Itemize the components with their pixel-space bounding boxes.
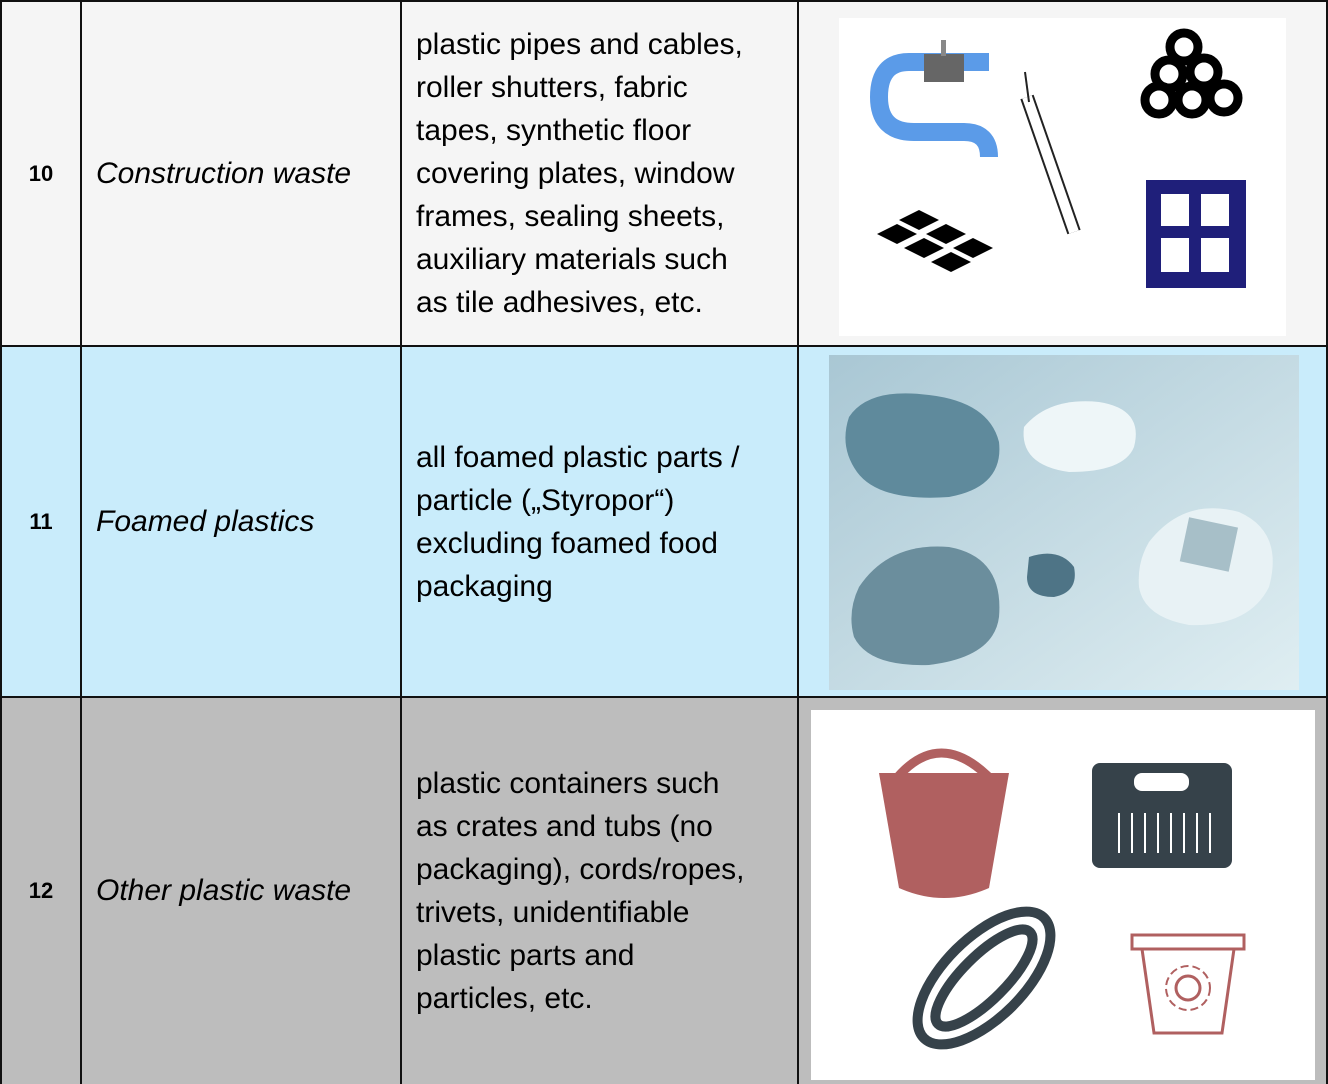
description-line: auxiliary materials such bbox=[416, 238, 743, 281]
image-cell bbox=[797, 347, 1328, 696]
description-line: plastic pipes and cables, bbox=[416, 23, 743, 66]
description-line: tapes, synthetic floor bbox=[416, 109, 743, 152]
category: Construction waste bbox=[80, 2, 400, 345]
category: Foamed plastics bbox=[80, 347, 400, 696]
description-line: packaging), cords/ropes, bbox=[416, 848, 745, 891]
description: plastic pipes and cables,roller shutters… bbox=[400, 2, 797, 345]
description-line: packaging bbox=[416, 565, 739, 608]
image-cell bbox=[797, 2, 1328, 345]
description-line: plastic containers such bbox=[416, 762, 745, 805]
construction-icons bbox=[799, 2, 1328, 345]
table-row: 10 Construction waste plastic pipes and … bbox=[0, 2, 1328, 345]
description-line: all foamed plastic parts / bbox=[416, 436, 739, 479]
description-line: particle („Styropor“) bbox=[416, 479, 739, 522]
table-row: 12 Other plastic waste plastic container… bbox=[0, 698, 1328, 1084]
description-line: trivets, unidentifiable bbox=[416, 891, 745, 934]
description-line: particles, etc. bbox=[416, 977, 745, 1020]
row-number: 10 bbox=[0, 2, 80, 345]
description-line: roller shutters, fabric bbox=[416, 66, 743, 109]
description: all foamed plastic parts /particle („Sty… bbox=[400, 347, 797, 696]
category: Other plastic waste bbox=[80, 698, 400, 1084]
description-line: as tile adhesives, etc. bbox=[416, 281, 743, 324]
description-line: as crates and tubs (no bbox=[416, 805, 745, 848]
description-line: excluding foamed food bbox=[416, 522, 739, 565]
table-row: 11 Foamed plastics all foamed plastic pa… bbox=[0, 347, 1328, 696]
row-number: 11 bbox=[0, 347, 80, 696]
other-icons bbox=[799, 698, 1328, 1084]
description-line: frames, sealing sheets, bbox=[416, 195, 743, 238]
description-line: plastic parts and bbox=[416, 934, 745, 977]
foam-photo bbox=[799, 347, 1328, 696]
row-number: 12 bbox=[0, 698, 80, 1084]
description-line: covering plates, window bbox=[416, 152, 743, 195]
page: 10 Construction waste plastic pipes and … bbox=[0, 0, 1328, 1084]
image-cell bbox=[797, 698, 1328, 1084]
